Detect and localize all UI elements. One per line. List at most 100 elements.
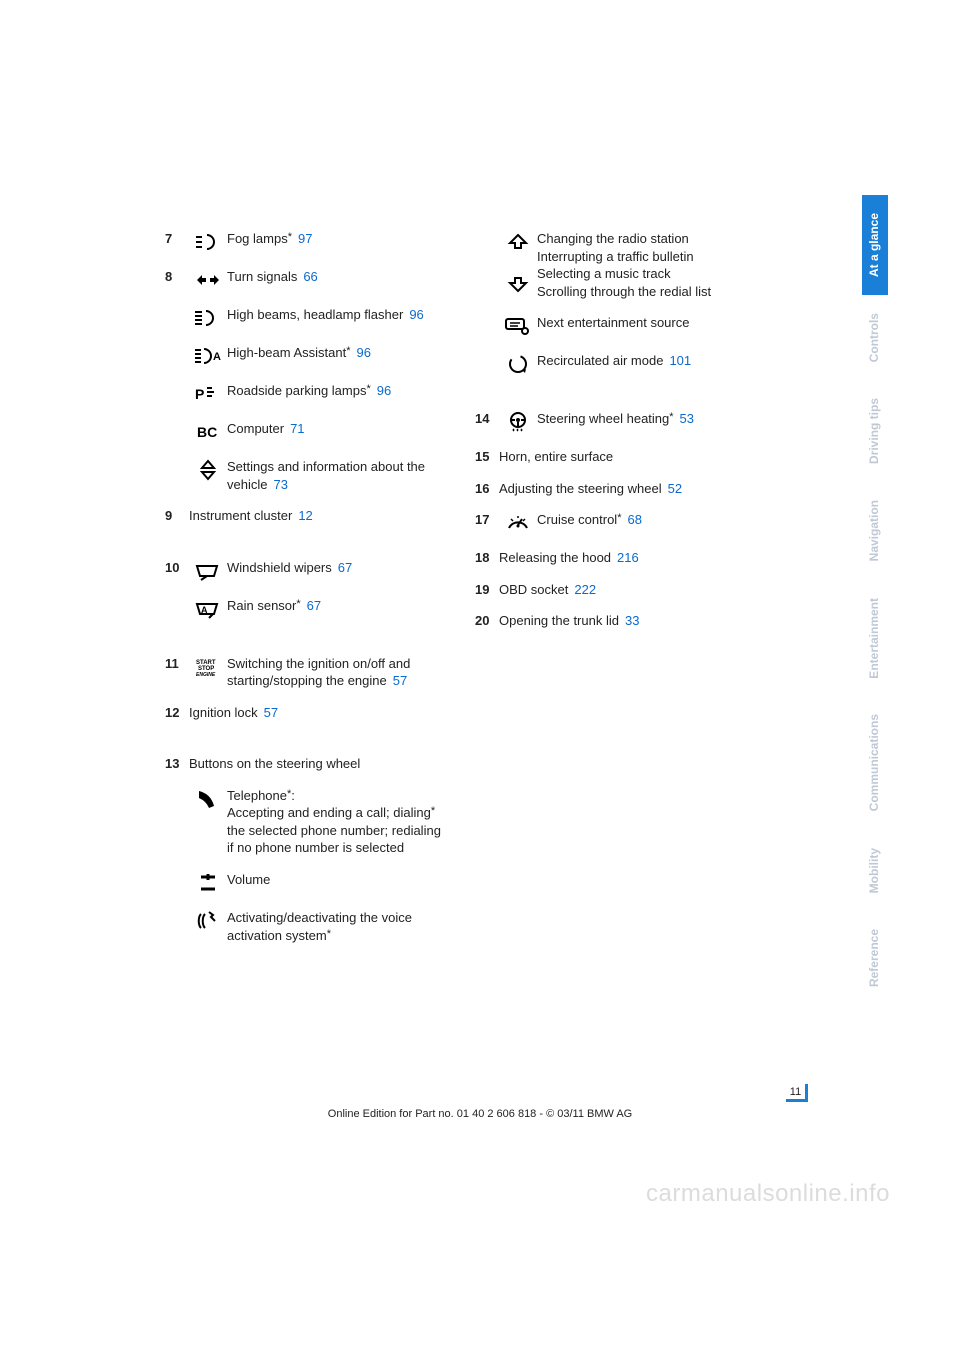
tab-driving-tips[interactable]: Driving tips [862, 380, 888, 482]
page-ref[interactable]: 66 [303, 269, 317, 284]
list-row: PRoadside parking lamps*96 [165, 382, 445, 406]
list-row: BCComputer71 [165, 420, 445, 444]
list-row: Changing the radio stationInterrupting a… [475, 230, 755, 300]
item-label: Switching the ignition on/off and starti… [227, 655, 445, 690]
list-row: 11STARTSTOPENGINESwitching the ignition … [165, 655, 445, 690]
list-row: 13Buttons on the steering wheel [165, 755, 445, 773]
svg-text:A: A [213, 351, 221, 363]
page-ref[interactable]: 33 [625, 613, 639, 628]
updown-icon [189, 458, 227, 482]
item-label: High-beam Assistant*96 [227, 344, 445, 362]
turn-icon [189, 268, 227, 292]
page-ref[interactable]: 67 [338, 560, 352, 575]
item-number: 9 [165, 507, 189, 525]
page-ref[interactable]: 68 [627, 512, 641, 527]
item-label: OBD socket222 [499, 581, 755, 599]
item-number: 7 [165, 230, 189, 248]
voice-icon [189, 909, 227, 933]
page-ref[interactable]: 222 [574, 582, 596, 597]
page-ref[interactable]: 53 [680, 411, 694, 426]
page-ref[interactable]: 73 [273, 477, 287, 492]
page-number: 11 [786, 1084, 808, 1102]
svg-text:P: P [195, 386, 204, 402]
tab-mobility[interactable]: Mobility [862, 830, 888, 911]
source-icon [499, 314, 537, 338]
page-ref[interactable]: 101 [669, 353, 691, 368]
item-number: 10 [165, 559, 189, 577]
item-label: Next entertainment source [537, 314, 755, 332]
park-icon: P [189, 382, 227, 406]
tab-at-a-glance[interactable]: At a glance [862, 195, 888, 295]
list-row: 16Adjusting the steering wheel52 [475, 480, 755, 498]
page-ref[interactable]: 52 [668, 481, 682, 496]
list-row: A High-beam Assistant*96 [165, 344, 445, 368]
list-row: Next entertainment source [475, 314, 755, 338]
item-number: 18 [475, 549, 499, 567]
tab-entertainment[interactable]: Entertainment [862, 580, 888, 697]
item-number: 12 [165, 704, 189, 722]
page-ref[interactable]: 97 [298, 231, 312, 246]
highbeam-icon [189, 306, 227, 330]
list-row: 9Instrument cluster12 [165, 507, 445, 525]
svg-text:A: A [201, 605, 208, 615]
volume-icon [189, 871, 227, 895]
item-label: Buttons on the steering wheel [189, 755, 445, 773]
page-ref[interactable]: 67 [307, 598, 321, 613]
section-tabs: At a glanceControlsDriving tipsNavigatio… [862, 195, 888, 1005]
phone-icon [189, 787, 227, 811]
page-ref[interactable]: 12 [298, 508, 312, 523]
page-ref[interactable]: 96 [409, 307, 423, 322]
list-row: Telephone*:Accepting and ending a call; … [165, 787, 445, 857]
item-label: Horn, entire surface [499, 448, 755, 466]
tab-reference[interactable]: Reference [862, 911, 888, 1005]
list-row: 19OBD socket222 [475, 581, 755, 599]
page-ref[interactable]: 57 [393, 673, 407, 688]
startstop-icon: STARTSTOPENGINE [189, 655, 227, 679]
up-icon [499, 230, 537, 296]
item-number: 20 [475, 612, 499, 630]
hba-icon: A [189, 344, 227, 368]
item-label: Opening the trunk lid33 [499, 612, 755, 630]
tab-navigation[interactable]: Navigation [862, 482, 888, 579]
item-number: 15 [475, 448, 499, 466]
page-ref[interactable]: 57 [264, 705, 278, 720]
item-label: Cruise control*68 [537, 511, 755, 529]
svg-text:ENGINE: ENGINE [196, 672, 216, 678]
list-row: Volume [165, 871, 445, 895]
item-label: Windshield wipers67 [227, 559, 445, 577]
item-number: 17 [475, 511, 499, 529]
list-row: 18Releasing the hood216 [475, 549, 755, 567]
list-row: 12Ignition lock57 [165, 704, 445, 722]
swheat-icon [499, 410, 537, 434]
item-number: 13 [165, 755, 189, 773]
tab-communications[interactable]: Communications [862, 696, 888, 829]
item-label: Activating/deactivating the voice activa… [227, 909, 445, 944]
list-row: Activating/deactivating the voice activa… [165, 909, 445, 944]
list-row: A Rain sensor*67 [165, 597, 445, 621]
page-ref[interactable]: 71 [290, 421, 304, 436]
item-number: 8 [165, 268, 189, 286]
page-ref[interactable]: 96 [377, 383, 391, 398]
item-label: Volume [227, 871, 445, 889]
item-number: 16 [475, 480, 499, 498]
right-column: Changing the radio stationInterrupting a… [475, 230, 755, 958]
rain-icon: A [189, 597, 227, 621]
page-ref[interactable]: 96 [357, 345, 371, 360]
list-row: High beams, headlamp flasher96 [165, 306, 445, 330]
svg-text:BC: BC [197, 424, 217, 440]
list-row: Settings and information about the vehic… [165, 458, 445, 493]
item-number: 11 [165, 655, 189, 673]
tab-controls[interactable]: Controls [862, 295, 888, 380]
item-label: Releasing the hood216 [499, 549, 755, 567]
list-row: 8Turn signals66 [165, 268, 445, 292]
cruise-icon [499, 511, 537, 535]
item-label: High beams, headlamp flasher96 [227, 306, 445, 324]
page-ref[interactable]: 216 [617, 550, 639, 565]
item-label: Adjusting the steering wheel52 [499, 480, 755, 498]
footer-text: Online Edition for Part no. 01 40 2 606 … [0, 1108, 960, 1120]
wiper-icon [189, 559, 227, 583]
list-row: 10 Windshield wipers67 [165, 559, 445, 583]
bc-icon: BC [189, 420, 227, 444]
item-label: Telephone*:Accepting and ending a call; … [227, 787, 445, 857]
item-label: Rain sensor*67 [227, 597, 445, 615]
